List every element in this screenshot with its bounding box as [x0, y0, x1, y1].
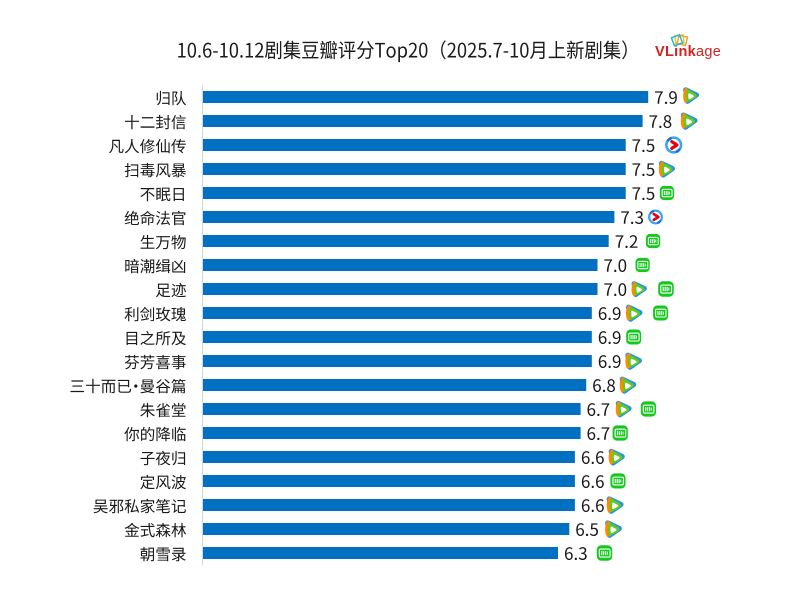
svg-text:VLinkage: VLinkage: [655, 44, 721, 60]
